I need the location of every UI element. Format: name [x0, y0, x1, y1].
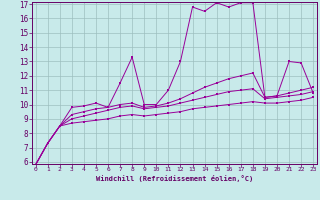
X-axis label: Windchill (Refroidissement éolien,°C): Windchill (Refroidissement éolien,°C) — [96, 175, 253, 182]
